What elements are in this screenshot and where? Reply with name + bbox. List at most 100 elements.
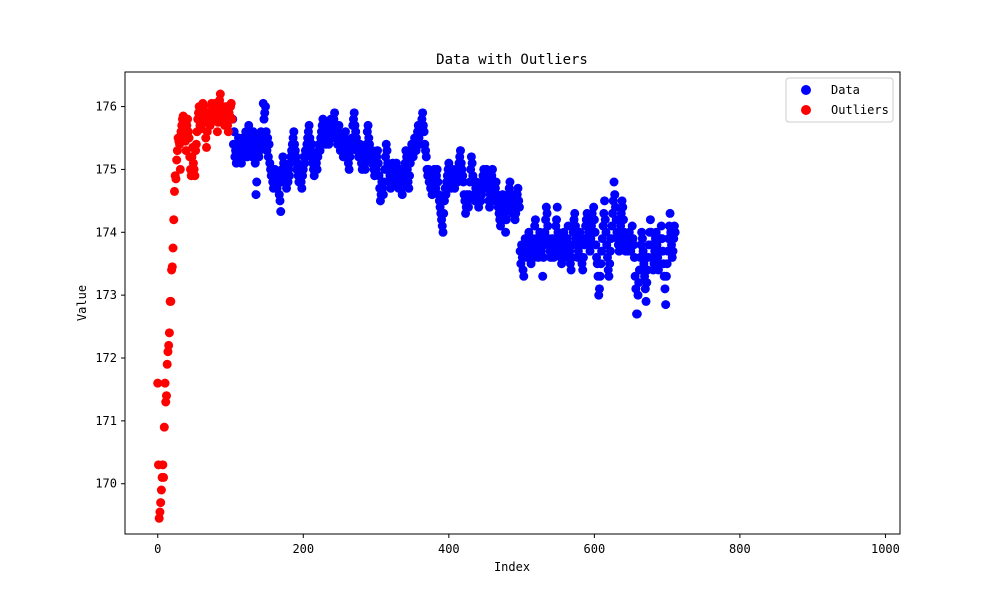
data-point bbox=[199, 102, 209, 112]
data-point bbox=[202, 142, 211, 152]
y-axis-ticks: 170 171 172 173 174 175 176 bbox=[95, 100, 125, 491]
data-point bbox=[665, 208, 675, 218]
data-point bbox=[657, 234, 667, 244]
data-point bbox=[662, 259, 672, 269]
data-point bbox=[190, 171, 200, 181]
data-point bbox=[597, 246, 607, 256]
data-point bbox=[373, 158, 383, 168]
data-point bbox=[485, 202, 495, 212]
data-point bbox=[611, 215, 621, 225]
x-tick-label: 0 bbox=[154, 542, 161, 556]
data-point bbox=[363, 120, 373, 130]
data-point bbox=[614, 246, 624, 256]
data-point bbox=[223, 127, 233, 137]
data-point bbox=[418, 108, 428, 118]
data-point bbox=[164, 340, 174, 350]
data-point bbox=[600, 215, 610, 225]
x-axis-label: Index bbox=[494, 560, 530, 574]
data-point bbox=[601, 227, 611, 237]
data-point bbox=[160, 378, 170, 388]
data-point bbox=[656, 221, 666, 231]
data-point bbox=[600, 196, 610, 206]
data-point bbox=[463, 202, 473, 212]
data-point bbox=[226, 98, 236, 108]
data-point bbox=[167, 262, 177, 272]
data-point bbox=[585, 246, 595, 256]
data-point bbox=[183, 114, 193, 124]
data-point bbox=[455, 146, 465, 156]
data-point bbox=[276, 207, 286, 217]
legend-label-outliers: Outliers bbox=[831, 103, 889, 117]
data-point bbox=[530, 215, 540, 225]
data-point bbox=[615, 234, 625, 244]
data-point bbox=[645, 215, 655, 225]
data-point bbox=[651, 227, 661, 237]
legend-label-data: Data bbox=[831, 83, 860, 97]
data-point bbox=[618, 215, 628, 225]
data-point bbox=[159, 472, 169, 482]
data-point bbox=[161, 391, 171, 401]
data-point bbox=[382, 146, 392, 156]
data-point bbox=[578, 265, 588, 275]
data-point bbox=[610, 202, 620, 212]
data-point bbox=[538, 252, 548, 262]
data-point bbox=[349, 108, 359, 118]
y-tick-label: 175 bbox=[95, 162, 117, 176]
data-point bbox=[543, 221, 553, 231]
data-point bbox=[251, 190, 261, 200]
data-point bbox=[438, 227, 448, 237]
legend-marker-data bbox=[801, 85, 811, 95]
legend: Data Outliers bbox=[785, 77, 894, 123]
data-point bbox=[589, 215, 599, 225]
y-tick-label: 172 bbox=[95, 351, 117, 365]
legend-marker-outliers bbox=[801, 105, 811, 115]
plot-frame bbox=[124, 71, 901, 535]
x-tick-label: 400 bbox=[438, 542, 460, 556]
data-point bbox=[227, 114, 237, 124]
data-point bbox=[606, 234, 616, 244]
data-point bbox=[637, 234, 647, 244]
data-points bbox=[153, 89, 680, 523]
data-point bbox=[661, 300, 671, 310]
data-point bbox=[312, 164, 322, 174]
data-point bbox=[552, 215, 562, 225]
data-point bbox=[289, 127, 299, 137]
data-point bbox=[501, 227, 511, 237]
data-point bbox=[633, 290, 643, 300]
data-point bbox=[421, 152, 431, 162]
data-point bbox=[513, 183, 523, 193]
data-point bbox=[501, 215, 511, 225]
legend-box bbox=[785, 77, 894, 123]
data-point bbox=[191, 139, 201, 149]
data-point bbox=[661, 271, 671, 281]
data-point bbox=[373, 146, 383, 156]
data-point bbox=[642, 278, 652, 288]
data-point bbox=[315, 146, 325, 156]
x-tick-label: 800 bbox=[729, 542, 751, 556]
data-point bbox=[156, 485, 166, 495]
data-point bbox=[566, 265, 576, 275]
data-point bbox=[609, 177, 619, 187]
data-point bbox=[153, 378, 163, 388]
data-point bbox=[638, 246, 648, 256]
data-point bbox=[432, 164, 442, 174]
data-point bbox=[158, 460, 168, 470]
data-point bbox=[156, 498, 166, 508]
data-point bbox=[168, 243, 178, 253]
data-point bbox=[589, 202, 599, 212]
data-point bbox=[514, 202, 524, 212]
data-point bbox=[590, 227, 600, 237]
data-point bbox=[184, 133, 194, 143]
data-point bbox=[607, 221, 617, 231]
data-point bbox=[668, 246, 678, 256]
data-point bbox=[610, 190, 620, 200]
x-axis-ticks: 0 200 400 600 800 1000 bbox=[154, 534, 900, 556]
series-data bbox=[228, 98, 680, 319]
data-point bbox=[304, 120, 314, 130]
data-point bbox=[275, 196, 285, 206]
data-point bbox=[519, 271, 529, 281]
x-tick-label: 1000 bbox=[871, 542, 900, 556]
data-point bbox=[605, 246, 615, 256]
data-point bbox=[439, 208, 449, 218]
